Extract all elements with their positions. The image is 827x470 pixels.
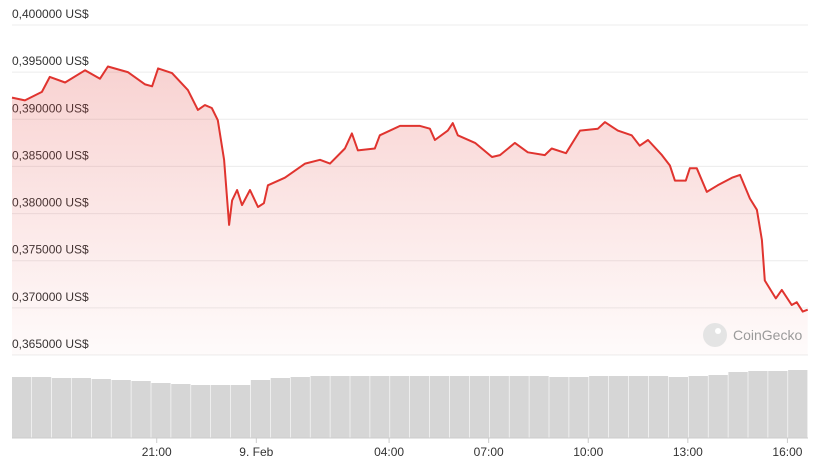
volume-bar [390,376,410,438]
volume-bar [51,378,72,438]
volume-bar [688,376,708,438]
watermark-logo [703,323,727,347]
volume-bar [171,384,191,438]
x-tick-label: 10:00 [573,445,603,459]
volume-bar [489,376,509,438]
volume-bar [509,376,529,438]
volume-bar [429,376,450,438]
volume-bar [469,376,489,438]
price-area [12,66,808,355]
volume-bar [290,377,310,438]
volume-bar [111,380,131,438]
volume-bar [250,380,271,438]
volume-bar [350,376,370,438]
volume-bar [668,377,688,438]
volume-bar [151,383,171,438]
volume-bar [628,376,649,438]
x-tick-label: 16:00 [772,445,802,459]
x-tick-label: 07:00 [474,445,504,459]
volume-bar [12,377,32,438]
volume-bar [648,376,669,438]
volume-bar [131,381,151,438]
watermark: CoinGecko [703,323,802,347]
watermark-logo-eye [715,328,721,334]
volume-bar [708,375,728,438]
y-tick-label: 0,400000 US$ [12,7,89,21]
volume-bar [768,371,788,438]
volume-bar [191,385,211,438]
volume-bar [549,377,569,438]
volume-bar [410,376,430,438]
volume-bar [748,371,768,438]
volume-bar [211,385,231,438]
volume-bar [270,378,290,438]
volume-bar [91,379,111,438]
volume-bar [230,385,251,438]
volume-bar [71,378,91,438]
volume-bar [449,376,470,438]
y-tick-label: 0,395000 US$ [12,54,89,68]
watermark-text: CoinGecko [733,327,802,343]
volume-bar [330,376,350,438]
volume-bar [569,377,589,438]
price-line [11,65,809,313]
x-tick-label: 9. Feb [239,445,273,459]
volume-bar [609,376,629,438]
volume-bar [529,376,549,438]
volume-bar [370,376,390,438]
x-tick-label: 04:00 [374,445,404,459]
volume-bar [728,372,748,438]
volume-bar [589,376,609,438]
volume-bar [788,370,808,438]
volume-bar [310,376,330,438]
volume-bar [31,377,52,438]
x-tick-label: 13:00 [673,445,703,459]
x-tick-label: 21:00 [142,445,172,459]
